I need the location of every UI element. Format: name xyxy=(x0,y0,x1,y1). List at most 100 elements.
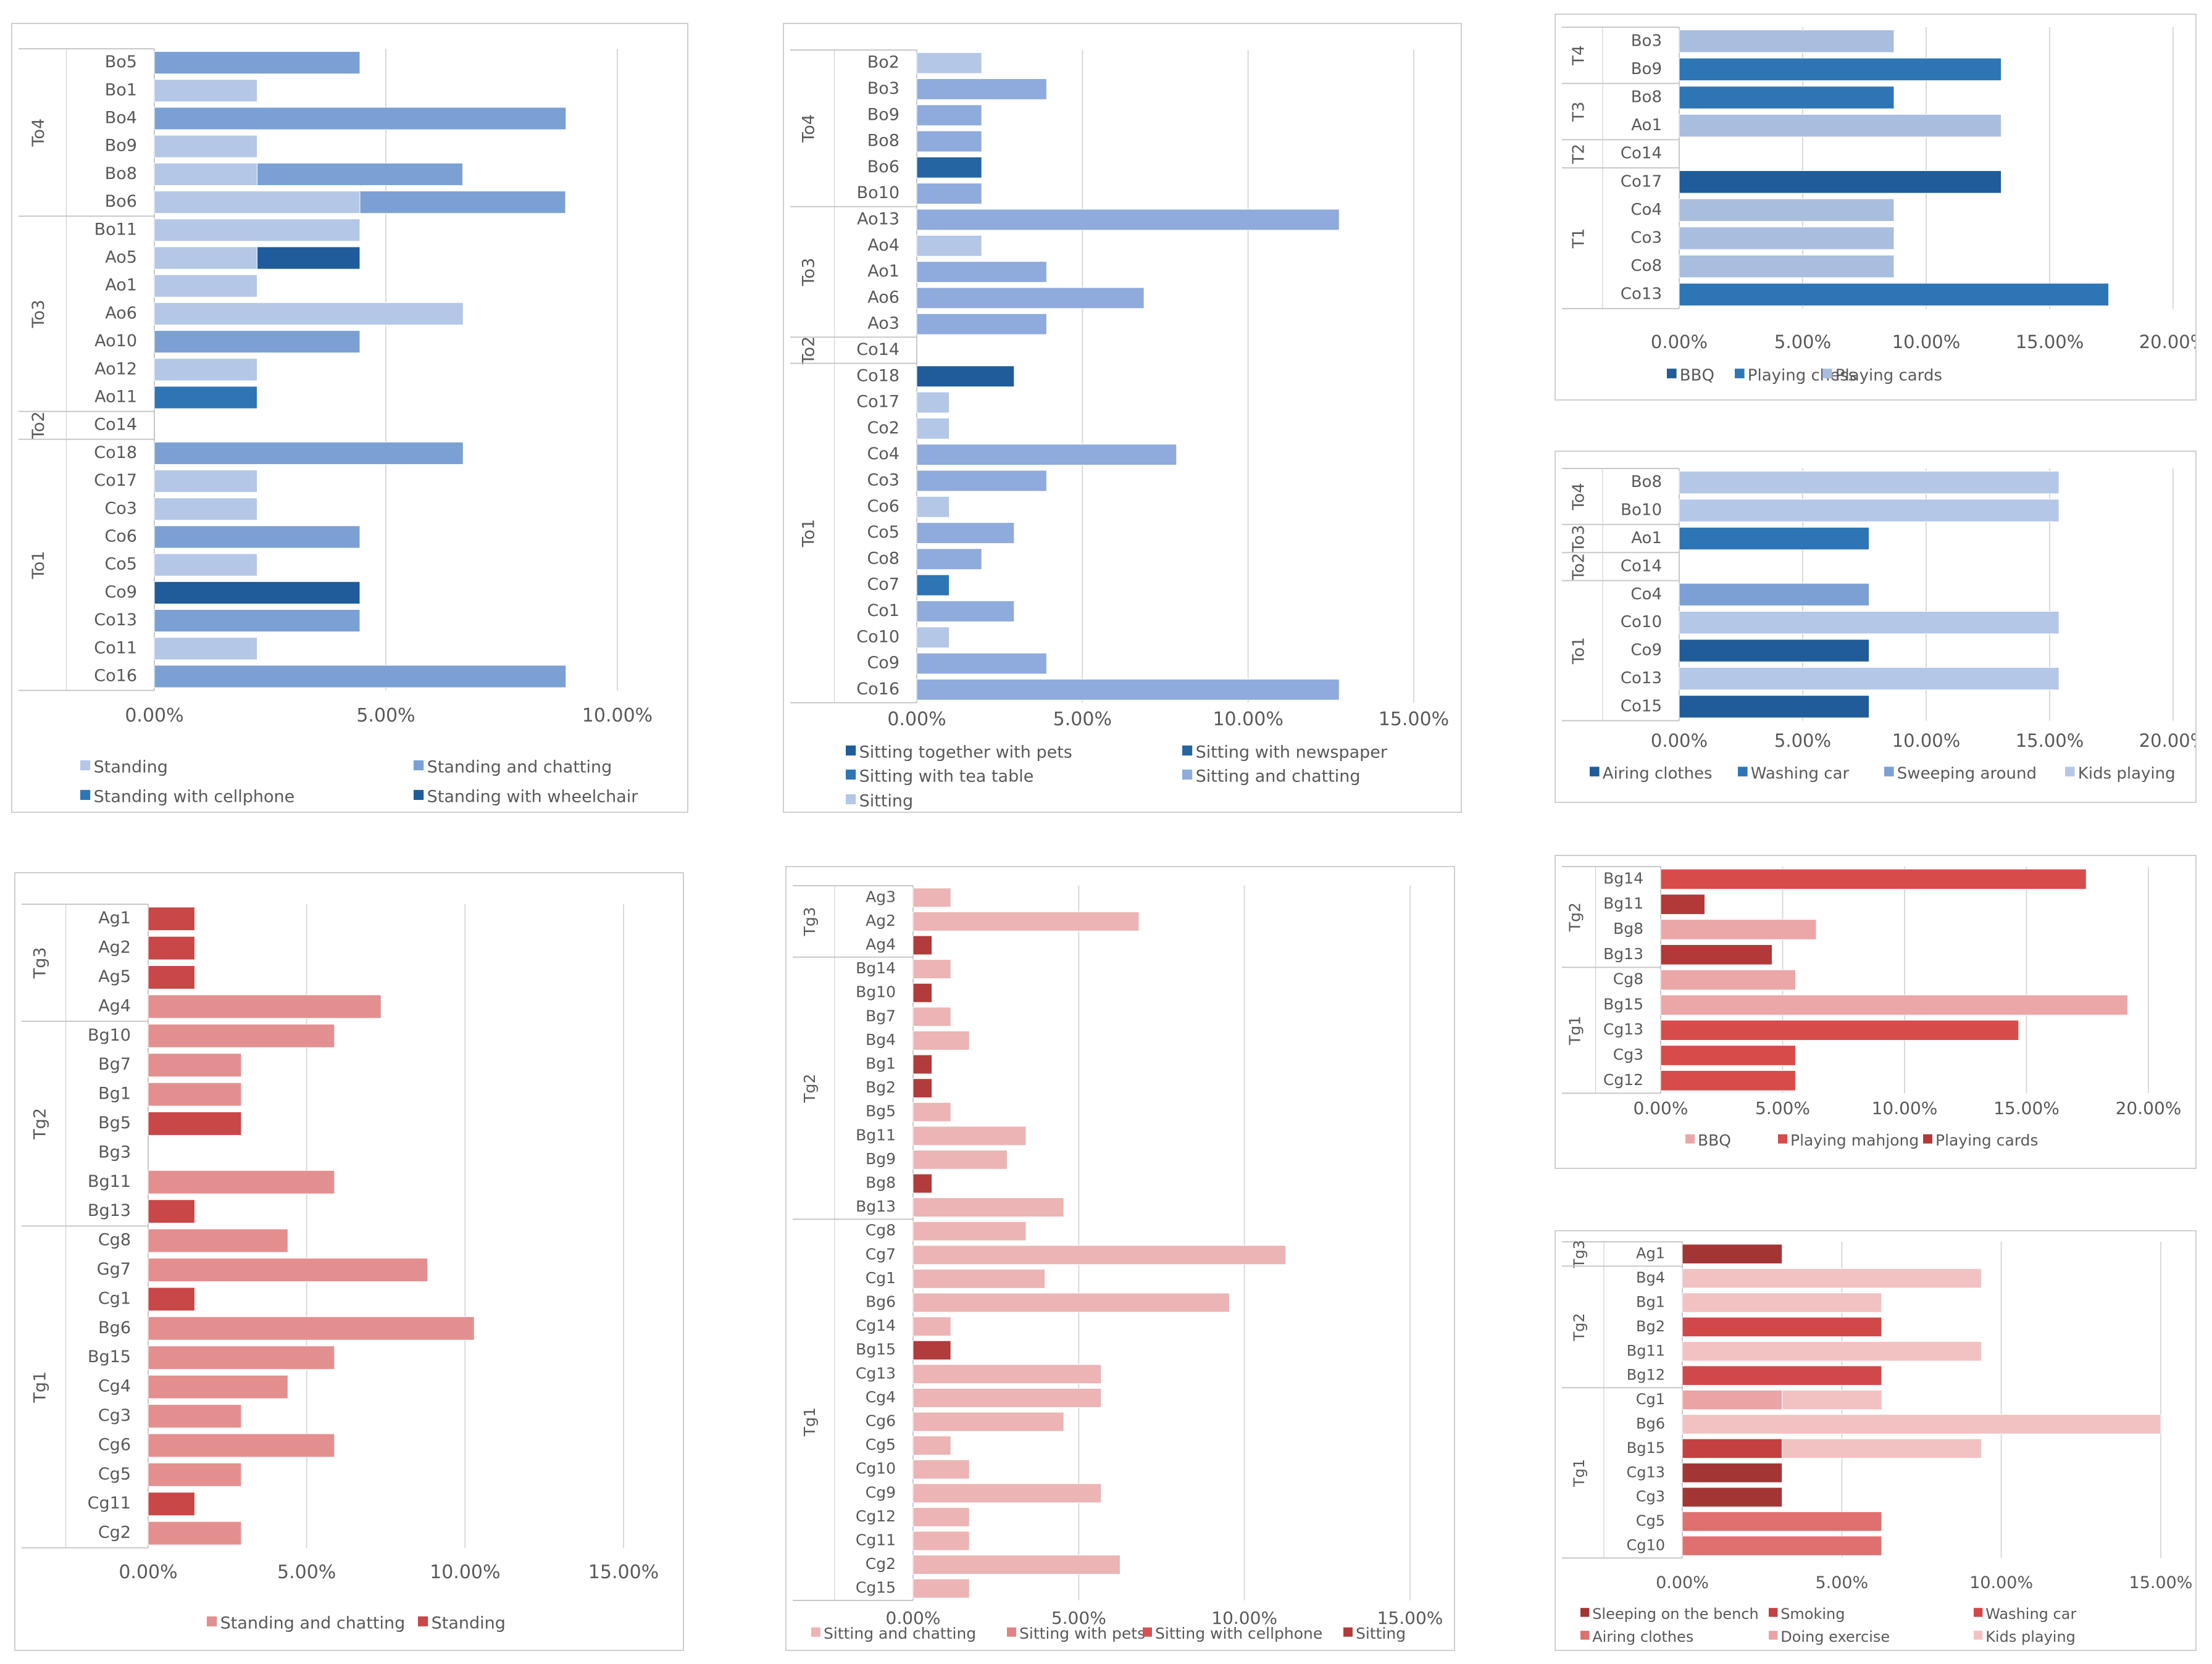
bar-Bg13-sitting-and-chatting xyxy=(912,1197,1064,1218)
category-label: Cg5 xyxy=(866,1436,896,1454)
legend-label: Sweeping around xyxy=(1897,765,2037,783)
bar-Ao6-standing xyxy=(154,302,464,325)
category-label: Ao1 xyxy=(1631,529,1662,547)
bar-Co10-kids-playing xyxy=(1679,611,2060,634)
category-label: Bg11 xyxy=(856,1126,896,1144)
category-label: Ag5 xyxy=(98,967,131,986)
bar-Bg14-playing-mahjong xyxy=(1660,868,2087,890)
bar-Ao3-sitting-and-chatting xyxy=(916,313,1047,335)
legend-swatch xyxy=(1738,767,1748,776)
bar-Cg13-playing-mahjong xyxy=(1660,1020,2019,1041)
bar-Ao1-washing-car xyxy=(1679,526,1870,551)
legend-label: Airing clothes xyxy=(1592,1628,1693,1645)
tick-label: 5.00% xyxy=(1774,331,1831,352)
tick-label: 5.00% xyxy=(1051,1608,1106,1628)
bar-Cg5-airing-clothes xyxy=(1682,1511,1882,1532)
legend-swatch xyxy=(1667,368,1677,378)
bar-Cg10-sitting-and-chatting xyxy=(912,1459,970,1479)
category-label: Ao11 xyxy=(94,388,137,407)
category-label: Ao1 xyxy=(1631,116,1662,135)
bar-Ag5-standing xyxy=(148,965,195,989)
bar-Bg15-bbq xyxy=(1660,994,2128,1016)
chart-panel-games-red: Tg2 Tg1 Bg14 Bg11 Bg8 Bg13 Cg8 Bg15 Cg13 Cg3 Cg12 0… xyxy=(1555,855,2197,1169)
legend-label: Sitting with tea table xyxy=(859,767,1034,786)
category-label: Bg8 xyxy=(1613,920,1643,938)
bar-Bg8-bbq xyxy=(1660,919,1817,940)
bar-Co2-sitting xyxy=(916,417,950,439)
group-label: Tg3 xyxy=(801,907,819,936)
bar-Bo8-sitting-and-chatting xyxy=(916,130,982,152)
legend-swatch xyxy=(1685,1134,1695,1144)
bar-Ag4-sitting xyxy=(912,935,933,955)
bar-Ao1-sitting-and-chatting xyxy=(916,261,1047,283)
legend-swatch xyxy=(846,745,856,756)
category-label: Bg8 xyxy=(866,1174,896,1192)
category-label: Ao3 xyxy=(867,314,899,333)
legend-label: Sitting together with pets xyxy=(859,743,1072,762)
bar-Co13-standing-and-chatting xyxy=(154,609,361,633)
category-label: Co4 xyxy=(867,444,899,464)
chart-svg: Tg3 Tg2 Tg1 Ag3 Ag2 Ag4 Bg14 Bg10 Bg7 Bg4 Bg1 Bg2 Bg… xyxy=(793,885,1443,1642)
tick-label: 15.00% xyxy=(1379,709,1449,730)
bar-Bg1-sitting xyxy=(912,1054,933,1075)
category-label: Co13 xyxy=(94,610,137,630)
category-label: Bg13 xyxy=(88,1201,131,1220)
bar-Bg11-playing-cards xyxy=(1660,894,1705,915)
legend-label: Sitting and chatting xyxy=(1196,767,1361,786)
category-label: Co2 xyxy=(867,418,899,438)
legend-label: Airing clothes xyxy=(1603,765,1713,783)
bar-Bg14-sitting-and-chatting xyxy=(912,959,951,980)
tick-label: 5.00% xyxy=(1755,1098,1810,1118)
legend-swatch xyxy=(1143,1627,1152,1637)
tick-label: 15.00% xyxy=(1377,1608,1443,1628)
tick-label: 5.00% xyxy=(1774,730,1831,751)
bar-Bg7-sitting-and-chatting xyxy=(912,1007,951,1027)
bar-Bo1-standing xyxy=(154,79,257,102)
group-label: To2 xyxy=(799,336,818,365)
bar-Bg6-standing-and-chatting xyxy=(148,1316,475,1341)
tick-label: 10.00% xyxy=(1872,1098,1938,1118)
category-label: Bo8 xyxy=(867,131,899,151)
category-label: Bo2 xyxy=(867,53,899,72)
category-label: Bo9 xyxy=(105,136,137,156)
tick-label: 20.00% xyxy=(2116,1098,2182,1118)
category-label: Ao1 xyxy=(105,276,137,295)
bar-Bo9-playing-chess xyxy=(1679,57,2002,81)
bar-Bo8-playing-chess xyxy=(1679,86,1895,109)
bar-Co17-sitting xyxy=(916,391,950,414)
category-label: Co9 xyxy=(867,654,899,673)
category-label: Bo9 xyxy=(1631,60,1662,78)
category-label: Bo8 xyxy=(1631,88,1662,107)
category-label: Cg12 xyxy=(1603,1071,1643,1089)
category-label: Cg3 xyxy=(98,1406,131,1425)
category-label: Co5 xyxy=(867,523,899,542)
legend-label: Washing car xyxy=(1751,765,1850,783)
tick-label: 10.00% xyxy=(1211,1608,1277,1628)
category-label: Bg7 xyxy=(866,1007,896,1025)
category-label: Co17 xyxy=(1621,172,1662,191)
category-label: Ag3 xyxy=(866,888,896,905)
category-label: Ao4 xyxy=(867,236,899,255)
bar-Co6-sitting xyxy=(916,496,950,518)
legend-swatch xyxy=(1590,767,1600,776)
legend-label: Sitting and chatting xyxy=(824,1624,976,1642)
tick-label: 15.00% xyxy=(2016,730,2084,751)
legend-swatch xyxy=(414,760,424,771)
bar-Co11-standing xyxy=(154,637,257,660)
bar-Bg2-sitting xyxy=(912,1078,933,1099)
legend-label: Standing xyxy=(94,758,168,777)
legend-swatch xyxy=(1182,769,1193,780)
legend-swatch xyxy=(1884,767,1894,776)
category-label: Cg13 xyxy=(856,1364,896,1382)
bar-Cg10-airing-clothes xyxy=(1682,1536,1882,1556)
legend-label: Sitting xyxy=(1356,1624,1406,1642)
tick-label: 0.00% xyxy=(1651,730,1708,751)
group-label: T1 xyxy=(1570,228,1588,249)
bar-Cg5-standing-and-chatting xyxy=(148,1462,242,1487)
bar-Bg1-kids-playing xyxy=(1682,1292,1882,1313)
bar-Co3-standing xyxy=(154,497,257,521)
bar-Ag2-sitting-and-chatting xyxy=(912,911,1140,931)
bar-Bo6-standing-and-chatting xyxy=(359,191,566,214)
legend-label: Sitting with pets xyxy=(1019,1624,1145,1642)
category-label: Bo5 xyxy=(105,52,137,72)
